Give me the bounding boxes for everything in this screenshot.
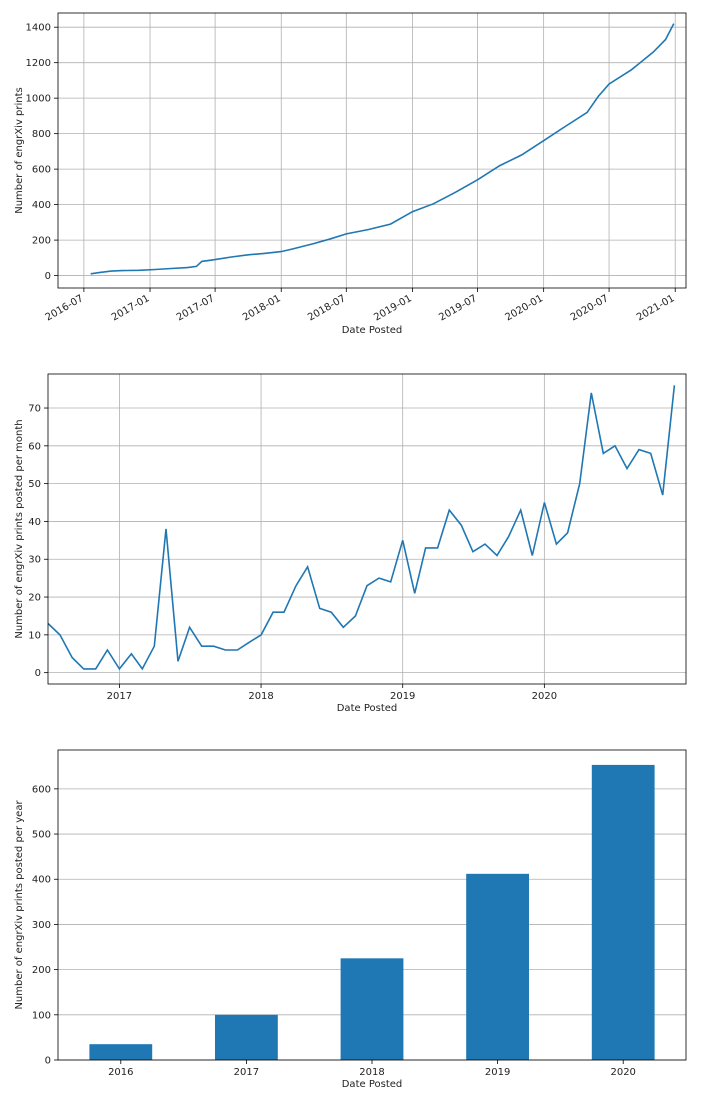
chart-1-plot-frame	[57, 12, 687, 289]
chart-3-y-tick-label: 300	[32, 920, 51, 931]
chart-1-y-tick-label: 600	[32, 165, 51, 176]
chart-2-y-tick-label: 30	[28, 555, 41, 566]
chart-2-y-tick-label: 0	[35, 668, 41, 679]
chart-1-grid	[58, 13, 686, 288]
chart-1-x-tick-label: 2018-01	[241, 293, 283, 323]
chart-1-y-tick-label: 1000	[26, 94, 51, 105]
chart-1-series-line	[90, 23, 675, 275]
chart-3-bar-2020	[591, 764, 655, 1060]
chart-3-x-tick-label: 2020	[610, 1067, 635, 1078]
chart-2-y-tick-label: 40	[28, 517, 41, 528]
chart-3-x-tick-label: 2017	[234, 1067, 259, 1078]
chart-1-x-tick-label: 2019-07	[437, 293, 479, 323]
chart-1-x-tick-label: 2021-01	[635, 293, 677, 323]
chart-2-y-axis-label: Number of engrXiv prints posted per mont…	[14, 419, 25, 638]
chart-1-y-tick-label: 1200	[26, 58, 51, 69]
chart-1-x-tick-label: 2017-07	[175, 293, 217, 323]
chart-1-x-tick-label: 2020-07	[569, 293, 611, 323]
chart-2-x-tick-label: 2017	[107, 691, 132, 702]
chart-1-y-tick-label: 200	[32, 236, 51, 247]
chart-1-x-tick-label: 2020-01	[503, 293, 545, 323]
chart-3-y-tick-label: 200	[32, 965, 51, 976]
chart-2-y-tick-label: 60	[28, 441, 41, 452]
chart-2-plot-frame	[47, 373, 687, 685]
chart-2-series-line	[47, 385, 676, 671]
chart-3-bar-2017	[215, 1014, 278, 1060]
chart-3-bar-2016	[89, 1044, 153, 1060]
chart-2-grid	[48, 374, 686, 684]
chart-3-y-axis-label: Number of engrXiv prints posted per year	[14, 800, 25, 1010]
chart-1-y-tick-label: 400	[32, 200, 51, 211]
chart-1-x-tick-label: 2019-01	[372, 293, 414, 323]
chart-1-y-ticks: 0 200 400 600 800 1000 1200 1400	[26, 23, 58, 282]
chart-3-x-tick-label: 2018	[359, 1067, 384, 1078]
chart-3-bars	[89, 764, 655, 1060]
chart-1-y-tick-label: 1400	[26, 23, 51, 34]
chart-2-y-tick-label: 20	[28, 593, 41, 604]
chart-2-x-tick-label: 2019	[390, 691, 415, 702]
chart-1-y-tick-label: 0	[45, 271, 51, 282]
chart-3-y-tick-label: 400	[32, 875, 51, 886]
monthly-prints-chart: 2017 2018 2019 2020 0 10 20 30 40 50 60 70 Date Po…	[14, 373, 687, 714]
chart-3-bar-2018	[340, 958, 404, 1060]
chart-2-x-axis-label: Date Posted	[337, 703, 398, 714]
chart-3-y-tick-label: 100	[32, 1010, 51, 1021]
chart-3-y-tick-label: 0	[45, 1056, 51, 1067]
chart-3-x-tick-label: 2016	[108, 1067, 133, 1078]
chart-3-bar-2019	[466, 873, 529, 1060]
chart-1-x-tick-label: 2018-07	[306, 293, 348, 323]
chart-1-y-tick-label: 800	[32, 129, 51, 140]
chart-2-y-tick-label: 10	[28, 630, 41, 641]
chart-3-y-tick-label: 600	[32, 784, 51, 795]
chart-1-x-ticks: 2016-07 2017-01 2017-07 2018-01 2018-07 2019-…	[44, 288, 677, 323]
chart-2-x-tick-label: 2020	[532, 691, 557, 702]
chart-1-x-tick-label: 2017-01	[110, 293, 152, 323]
chart-1-x-tick-label: 2016-07	[44, 293, 86, 323]
yearly-prints-chart: 2016 2017 2018 2019 2020 0 100 200 300 400 500 600…	[14, 749, 687, 1090]
chart-2-x-ticks: 2017 2018 2019 2020	[107, 684, 557, 702]
chart-3-y-tick-label: 500	[32, 830, 51, 841]
chart-3-x-ticks: 2016 2017 2018 2019 2020	[108, 1060, 636, 1078]
chart-1-x-axis-label: Date Posted	[342, 325, 403, 336]
chart-3-x-axis-label: Date Posted	[342, 1079, 403, 1090]
cumulative-prints-chart: 2016-07 2017-01 2017-07 2018-01 2018-07 2019-…	[14, 12, 687, 336]
chart-1-series	[90, 23, 675, 275]
chart-2-series	[47, 385, 676, 671]
chart-3-y-ticks: 0 100 200 300 400 500 600	[32, 784, 58, 1067]
chart-2-y-tick-label: 50	[28, 479, 41, 490]
chart-3-x-tick-label: 2019	[485, 1067, 510, 1078]
chart-2-y-tick-label: 70	[28, 404, 41, 415]
chart-2-y-ticks: 0 10 20 30 40 50 60 70	[28, 404, 48, 679]
chart-1-y-axis-label: Number of engrXiv prints	[14, 87, 25, 214]
chart-2-x-tick-label: 2018	[248, 691, 273, 702]
